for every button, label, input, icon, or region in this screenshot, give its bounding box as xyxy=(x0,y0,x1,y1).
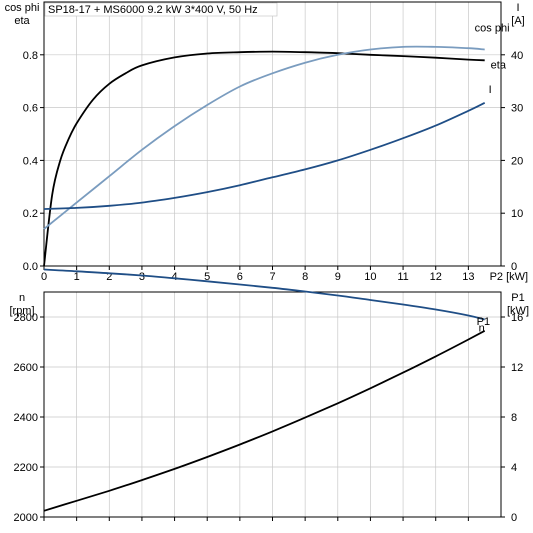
x-tick-label: 12 xyxy=(430,271,442,283)
y-right-tick-label: 30 xyxy=(511,103,523,115)
y-left-tick-label: 2600 xyxy=(14,362,38,374)
y-left-axis-label: eta xyxy=(14,15,30,27)
chart-title-box xyxy=(44,2,278,17)
y-left-tick-label: 2200 xyxy=(14,462,38,474)
series-line-cos-phi xyxy=(43,45,485,230)
x-tick-label: 10 xyxy=(364,271,376,283)
y-right-tick-label: 10 xyxy=(511,208,523,220)
y-right-tick-label: 4 xyxy=(511,462,517,474)
y-right-tick-label: 40 xyxy=(511,50,523,62)
y-right-tick-label: 16 xyxy=(511,312,523,324)
x-tick-label: 8 xyxy=(302,271,308,283)
series-line-eta xyxy=(43,50,485,267)
x-tick-label: 2 xyxy=(106,271,112,283)
y-right-tick-label: 20 xyxy=(511,155,523,167)
y-right-tick-label: 0 xyxy=(511,261,517,273)
y-left-tick-label: 2000 xyxy=(14,512,38,524)
y-left-axis-label: cos phi xyxy=(5,2,40,14)
x-tick-label: 5 xyxy=(204,271,210,283)
x-tick-label: 11 xyxy=(397,271,408,283)
y-left-tick-label: 2800 xyxy=(14,312,38,324)
y-left-axis-label: n xyxy=(19,292,25,304)
x-tick-label: 3 xyxy=(139,271,145,283)
series-line-n xyxy=(43,268,485,321)
x-tick-label: 0 xyxy=(41,271,47,283)
series-line-I xyxy=(43,102,486,210)
series-line-P1 xyxy=(43,330,486,512)
y-left-tick-label: 0.6 xyxy=(23,103,38,115)
series-label-P1: P1 xyxy=(477,316,490,328)
y-right-axis-label: I xyxy=(516,2,519,14)
x-tick-label: 9 xyxy=(335,271,341,283)
series-label-n: n xyxy=(479,323,485,335)
y-right-tick-label: 0 xyxy=(511,512,517,524)
y-left-tick-label: 0.0 xyxy=(23,261,38,273)
y-left-tick-label: 0.4 xyxy=(23,155,38,167)
x-tick-label: 4 xyxy=(172,271,178,283)
x-tick-label: 6 xyxy=(237,271,243,283)
x-tick-label: 13 xyxy=(462,271,474,283)
y-right-tick-label: 8 xyxy=(511,412,517,424)
y-right-axis-label: [A] xyxy=(511,15,524,27)
chart-title: SP18-17 + MS6000 9.2 kW 3*400 V, 50 Hz xyxy=(48,4,258,16)
y-right-tick-label: 12 xyxy=(511,362,523,374)
y-left-tick-label: 0.8 xyxy=(23,50,38,62)
y-left-tick-label: 2400 xyxy=(14,412,38,424)
x-tick-label: 7 xyxy=(269,271,275,283)
y-right-axis-label: P1 xyxy=(511,292,524,304)
series-label-cos-phi: cos phi xyxy=(475,23,510,35)
x-axis-label: P2 [kW] xyxy=(490,271,529,283)
series-label-I: I xyxy=(489,84,492,96)
series-label-eta: eta xyxy=(491,59,507,71)
y-left-axis-label: [rpm] xyxy=(9,305,34,317)
y-left-tick-label: 0.2 xyxy=(23,208,38,220)
y-right-axis-label: [kW] xyxy=(507,305,529,317)
x-tick-label: 1 xyxy=(74,271,80,283)
